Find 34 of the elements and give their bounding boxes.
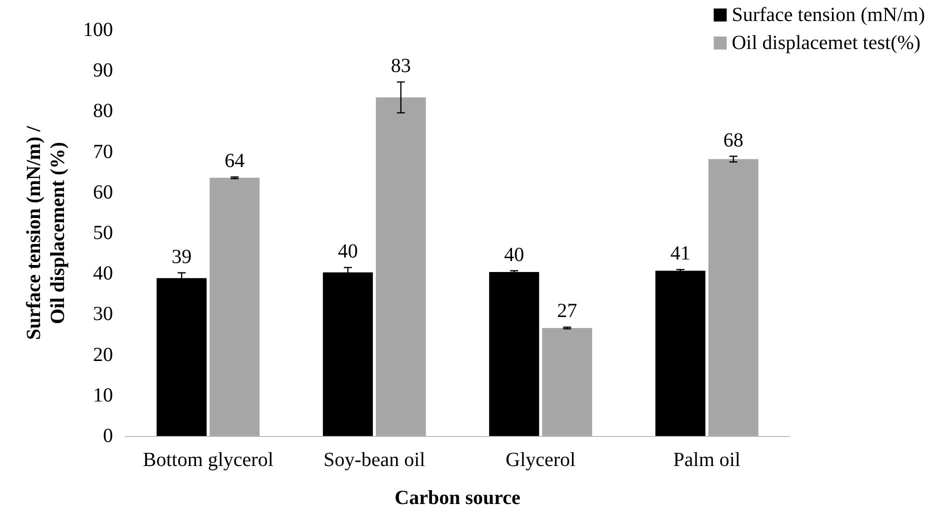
x-axis-title: Carbon source	[394, 487, 520, 509]
x-tick-label: Bottom glycerol	[142, 449, 274, 471]
y-tick-label: 40	[93, 262, 113, 285]
data-label: 83	[390, 54, 411, 77]
data-label: 27	[557, 300, 578, 322]
legend-label: Surface tension (mN/m)	[732, 4, 925, 26]
x-tick-label: Glycerol	[506, 449, 576, 471]
data-label: 39	[172, 246, 192, 268]
x-tick-label: Soy-bean oil	[324, 449, 426, 471]
y-tick-label: 60	[93, 181, 113, 204]
bar	[542, 328, 592, 436]
y-tick-label: 10	[93, 384, 113, 406]
y-axis-title: Surface tension (mN/m) / Oil displacement (%)	[23, 126, 69, 340]
y-tick-label: 0	[103, 425, 113, 447]
x-tick-label: Palm oil	[673, 449, 741, 471]
y-tick-label: 70	[93, 140, 113, 163]
data-label: 64	[224, 150, 245, 172]
y-tick-label: 100	[83, 19, 113, 41]
legend-label: Oil displacemet test(%)	[732, 32, 921, 54]
bar	[376, 97, 426, 436]
bar	[655, 270, 706, 436]
data-label: 40	[504, 244, 524, 266]
bar	[489, 272, 540, 436]
bar	[322, 272, 373, 436]
y-tick-label: 90	[93, 60, 113, 82]
bar	[708, 159, 758, 436]
data-label: 68	[723, 129, 744, 152]
y-tick-label: 80	[93, 100, 113, 122]
bar	[210, 178, 260, 436]
y-tick-label: 50	[93, 222, 113, 244]
y-tick-label: 30	[93, 303, 113, 326]
y-tick-label: 20	[93, 344, 113, 366]
data-label: 41	[670, 242, 690, 265]
data-label: 40	[338, 240, 358, 263]
